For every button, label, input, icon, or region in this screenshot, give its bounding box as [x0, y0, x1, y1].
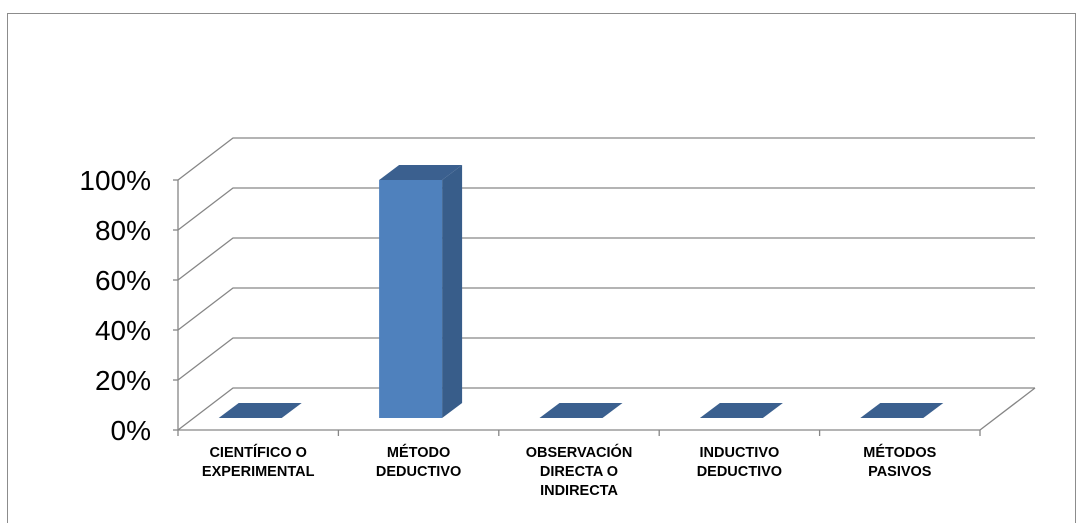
bar-side: [442, 165, 463, 418]
x-tick-label-line: INDIRECTA: [540, 483, 618, 499]
gridlines: [177, 137, 1036, 431]
x-tick-label: CIENTÍFICO O EXPERIMENTAL: [202, 444, 315, 480]
x-tick-label-line: CIENTÍFICO O: [209, 444, 306, 461]
gridline: [177, 287, 1035, 331]
x-tick-label-line: MÉTODO: [387, 444, 450, 461]
y-axis-tick-labels: 0% 20% 40% 60% 80% 100%: [79, 165, 151, 446]
x-tick-label-line: OBSERVACIÓN: [526, 443, 633, 461]
x-tick-label: MÉTODO DEDUCTIVO: [376, 444, 461, 480]
bar-top: [539, 403, 623, 418]
bar-top: [379, 165, 463, 180]
x-tick-label: MÉTODOS PASIVOS: [863, 444, 936, 480]
x-tick-label-line: EXPERIMENTAL: [202, 464, 315, 480]
bar: [539, 403, 623, 418]
y-tick-label: 60%: [95, 265, 151, 296]
y-tick-label: 80%: [95, 215, 151, 246]
gridline: [177, 337, 1035, 381]
bar: [699, 403, 783, 418]
y-tick-label: 0%: [111, 415, 151, 446]
bar-top: [860, 403, 944, 418]
x-tick-label-line: PASIVOS: [868, 464, 932, 480]
bar-top: [699, 403, 783, 418]
axes: [173, 179, 981, 436]
bars: [218, 165, 944, 418]
x-tick-label: INDUCTIVO DEDUCTIVO: [697, 445, 782, 480]
x-tick-label-line: DEDUCTIVO: [376, 464, 461, 480]
bar: [218, 403, 302, 418]
bar-top: [218, 403, 302, 418]
x-tick-label: OBSERVACIÓN DIRECTA O INDIRECTA: [526, 443, 633, 499]
x-tick-label-line: MÉTODOS: [863, 444, 936, 461]
gridline: [177, 387, 1035, 431]
bar: [379, 165, 463, 418]
bar-front: [379, 180, 443, 418]
gridline: [177, 137, 1035, 181]
x-tick-label-line: DEDUCTIVO: [697, 464, 782, 480]
y-tick-label: 20%: [95, 365, 151, 396]
y-tick-label: 40%: [95, 315, 151, 346]
x-tick-label-line: INDUCTIVO: [700, 445, 780, 461]
chart-frame: [7, 13, 1076, 523]
x-axis-tick-labels: CIENTÍFICO O EXPERIMENTAL MÉTODO DEDUCTIVO O…: [202, 443, 937, 499]
x-tick-label-line: DIRECTA O: [540, 464, 618, 480]
gridline: [177, 237, 1035, 281]
bar: [860, 403, 944, 418]
gridline: [177, 187, 1035, 231]
y-tick-label: 100%: [79, 165, 151, 196]
